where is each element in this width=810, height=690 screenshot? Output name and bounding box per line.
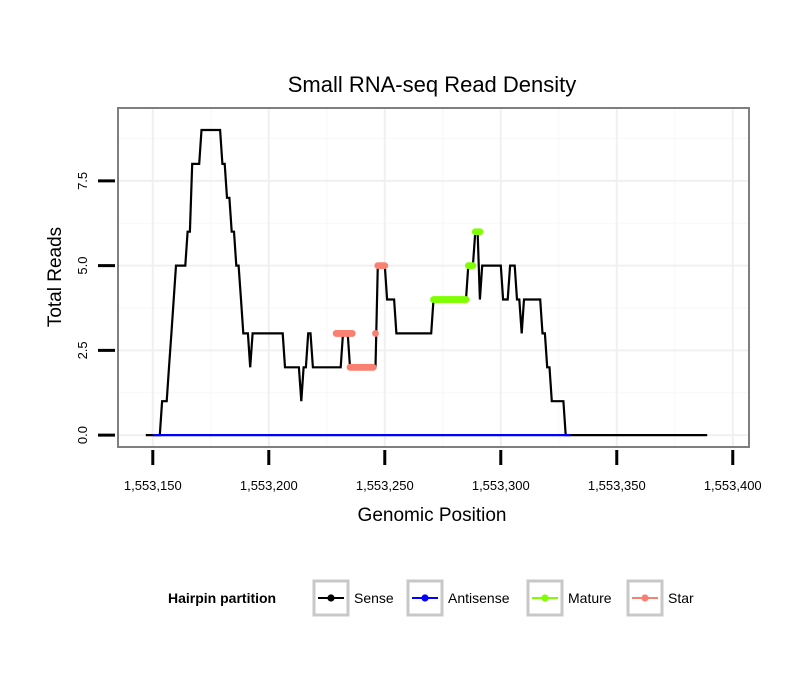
series-point-star — [381, 262, 389, 270]
legend-label-antisense: Antisense — [448, 590, 510, 606]
series-point-star — [348, 330, 356, 337]
legend-label-sense: Sense — [354, 590, 394, 606]
y-tick-label: 5.0 — [75, 257, 90, 275]
x-axis-title: Genomic Position — [358, 505, 507, 526]
y-tick-label: 7.5 — [75, 172, 90, 190]
series-layer — [145, 128, 708, 437]
x-tick-label: 1,553,250 — [356, 478, 414, 493]
x-tick-label: 1,553,300 — [472, 478, 530, 493]
x-axis: 1,553,150 1,553,200 1,553,250 1,553,300 1,55… — [124, 450, 762, 493]
x-tick-label: 1,553,150 — [124, 478, 182, 493]
plot-border — [117, 107, 750, 448]
x-tick-label: 1,553,200 — [240, 478, 298, 493]
y-tick-label: 0.0 — [75, 426, 90, 444]
y-axis: 0.0 2.5 5.0 7.5 — [75, 172, 115, 444]
legend-key-point-antisense — [421, 594, 429, 602]
y-axis-title: Total Reads — [45, 227, 66, 327]
y-tick-label: 2.5 — [75, 341, 90, 359]
x-tick-label: 1,553,350 — [588, 478, 646, 493]
legend-title: Hairpin partition — [168, 590, 276, 606]
legend-key-point-mature — [541, 594, 549, 602]
legend-label-mature: Mature — [568, 590, 612, 606]
legend-label-star: Star — [668, 590, 694, 606]
plot-panel — [118, 108, 749, 447]
x-tick-label: 1,553,400 — [704, 478, 762, 493]
legend-key-point-sense — [327, 594, 335, 602]
legend-key-point-star — [641, 594, 649, 602]
legend: Hairpin partition Sense Antisense Mature St… — [168, 579, 694, 617]
series-point-mature — [469, 262, 477, 270]
series-point-star — [372, 330, 379, 337]
chart-title: Small RNA-seq Read Density — [288, 72, 577, 97]
series-point-star — [369, 363, 377, 371]
series-point-mature — [476, 228, 484, 236]
series-point-mature — [462, 296, 470, 303]
